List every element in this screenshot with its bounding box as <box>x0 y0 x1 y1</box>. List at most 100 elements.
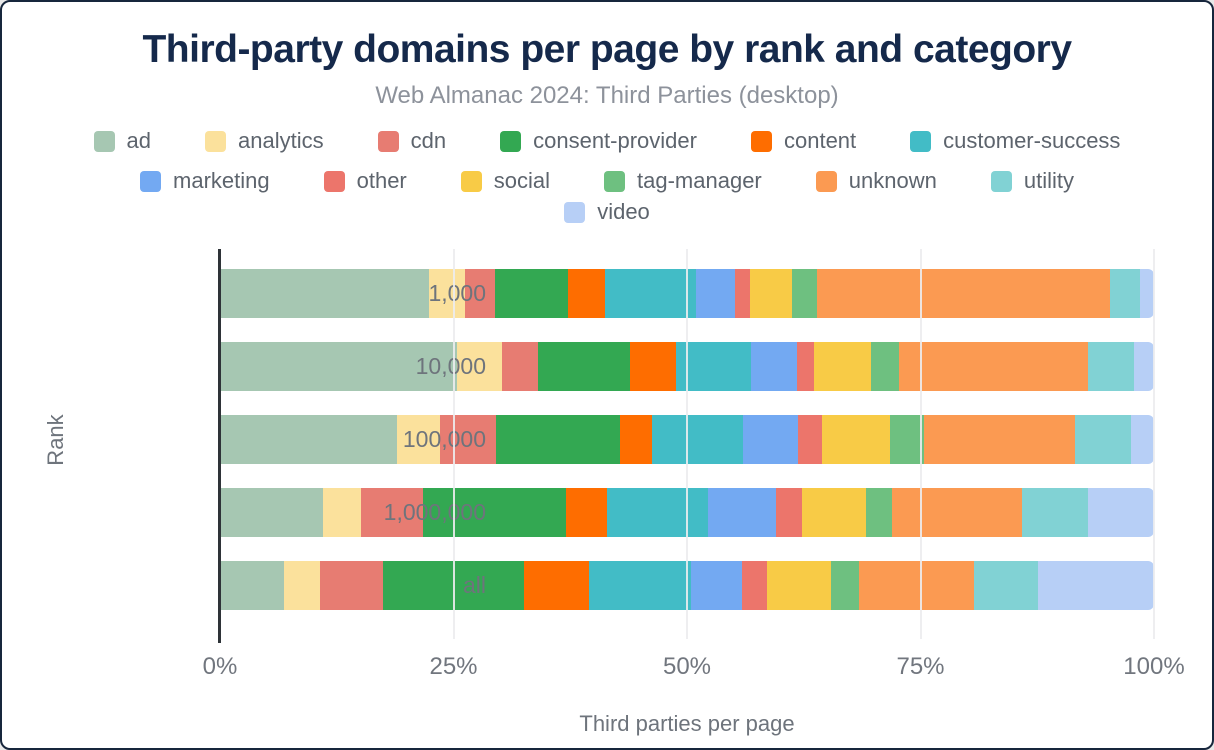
bar-segment-content <box>566 488 607 537</box>
legend-item-customer-success[interactable]: customer-success <box>910 130 1120 152</box>
bar-segment-marketing <box>707 488 776 537</box>
x-tick-label: 50% <box>662 653 712 680</box>
bar-segment-customer-success <box>652 415 743 464</box>
bar-segment-content <box>568 269 605 318</box>
legend-label: social <box>493 168 551 193</box>
bar-stack-group <box>220 269 1154 610</box>
legend-swatch <box>750 130 772 152</box>
bar-segment-unknown <box>924 415 1076 464</box>
bar-segment-tag-manager <box>889 415 925 464</box>
bar-segment-video <box>1134 342 1154 391</box>
legend-label: cdn <box>410 128 447 153</box>
bar-segment-analytics <box>396 415 441 464</box>
legend-item-unknown[interactable]: unknown <box>815 168 937 193</box>
gridline-100 <box>1153 249 1155 639</box>
legend-swatch <box>93 130 115 152</box>
bar-segment-social <box>822 415 890 464</box>
gridline-50 <box>686 249 688 639</box>
bar-segment-other <box>775 488 802 537</box>
legend-item-social[interactable]: social <box>460 168 551 193</box>
bar-segment-content <box>619 415 653 464</box>
bar-segment-ad <box>220 269 430 318</box>
y-axis-line <box>218 249 221 643</box>
legend-label: consent-provider <box>533 128 697 153</box>
bar-segment-social <box>813 342 871 391</box>
legend-label: video <box>597 199 650 224</box>
bar-segment-other <box>797 342 814 391</box>
bar-segment-consent-provider <box>494 269 569 318</box>
gridline-75 <box>919 249 922 639</box>
y-axis-title: Rank <box>43 414 68 466</box>
chart-subtitle: Web Almanac 2024: Third Parties (desktop… <box>375 82 839 109</box>
legend-swatch <box>815 170 837 192</box>
legend-item-consent-provider[interactable]: consent-provider <box>500 130 697 152</box>
x-tick-label: 25% <box>429 653 478 680</box>
bar-segment-customer-success <box>606 488 708 537</box>
bar-segment-content <box>524 561 589 610</box>
bar-segment-ad <box>220 415 397 464</box>
bar-segment-other <box>798 415 823 464</box>
legend: ad analytics cdn consent-provider content cus… <box>77 130 1137 223</box>
bar-segment-video <box>1038 561 1154 610</box>
plot-area <box>218 249 1155 643</box>
bar-segment-unknown <box>816 269 1111 318</box>
bar-segment-marketing <box>743 415 799 464</box>
legend-label: unknown <box>848 168 937 193</box>
bar-row-10-000 <box>220 342 1154 391</box>
x-tick-label: 75% <box>896 653 945 680</box>
legend-item-video[interactable]: video <box>564 201 650 223</box>
legend-label: utility <box>1023 168 1074 193</box>
bar-segment-consent-provider <box>422 488 567 537</box>
legend-label: tag-manager <box>637 168 762 193</box>
legend-item-cdn[interactable]: cdn <box>377 128 447 153</box>
bar-segment-tag-manager <box>830 561 859 610</box>
legend-item-tag-manager[interactable]: tag-manager <box>604 170 762 192</box>
bar-segment-cdn <box>502 342 539 391</box>
bar-segment-customer-success <box>588 561 691 610</box>
bar-segment-content <box>630 342 676 391</box>
legend-item-other[interactable]: other <box>323 170 407 192</box>
bar-segment-utility <box>1022 488 1088 537</box>
gridline-25 <box>452 249 455 639</box>
bar-segment-customer-success <box>675 342 751 391</box>
y-tick-label: 1,000,000 <box>383 499 486 525</box>
bar-segment-other <box>734 269 750 318</box>
bar-segment-utility <box>1087 342 1135 391</box>
bar-segment-analytics <box>429 269 465 318</box>
bar-row-1-000 <box>220 269 1154 318</box>
legend-swatch <box>377 130 399 152</box>
legend-swatch <box>205 130 227 152</box>
bar-segment-social <box>801 488 867 537</box>
bar-segment-video <box>1139 269 1154 318</box>
legend-swatch <box>910 130 932 152</box>
legend-item-content[interactable]: content <box>750 128 857 153</box>
bar-segment-utility <box>1110 269 1140 318</box>
bar-segment-tag-manager <box>792 269 817 318</box>
bar-segment-analytics <box>284 561 320 610</box>
bar-segment-consent-provider <box>495 415 620 464</box>
bar-segment-ad <box>220 561 285 610</box>
bar-segment-unknown <box>858 561 974 610</box>
legend-item-analytics[interactable]: analytics <box>205 130 324 152</box>
legend-item-utility[interactable]: utility <box>990 168 1074 193</box>
bar-segment-tag-manager <box>870 342 899 391</box>
legend-swatch <box>990 170 1012 192</box>
legend-swatch <box>140 170 162 192</box>
bar-segment-marketing <box>690 561 743 610</box>
chart-area: Rank 1,000 10,000 100,000 1,000,000 all 0% 25… <box>2 249 1212 741</box>
bar-segment-cdn <box>361 488 423 537</box>
legend-item-marketing[interactable]: marketing <box>140 170 270 192</box>
bar-segment-analytics <box>322 488 362 537</box>
bar-row-100-000 <box>220 415 1154 464</box>
legend-label: ad <box>126 128 152 153</box>
x-axis-title: Third parties per page <box>579 711 795 736</box>
bar-segment-unknown <box>892 488 1023 537</box>
legend-label: analytics <box>238 128 324 153</box>
legend-swatch <box>460 170 482 192</box>
legend-label: content <box>783 128 857 153</box>
legend-item-ad[interactable]: ad <box>93 128 152 153</box>
bar-segment-other <box>742 561 768 610</box>
legend-label: marketing <box>173 168 270 193</box>
bar-segment-video <box>1131 415 1154 464</box>
